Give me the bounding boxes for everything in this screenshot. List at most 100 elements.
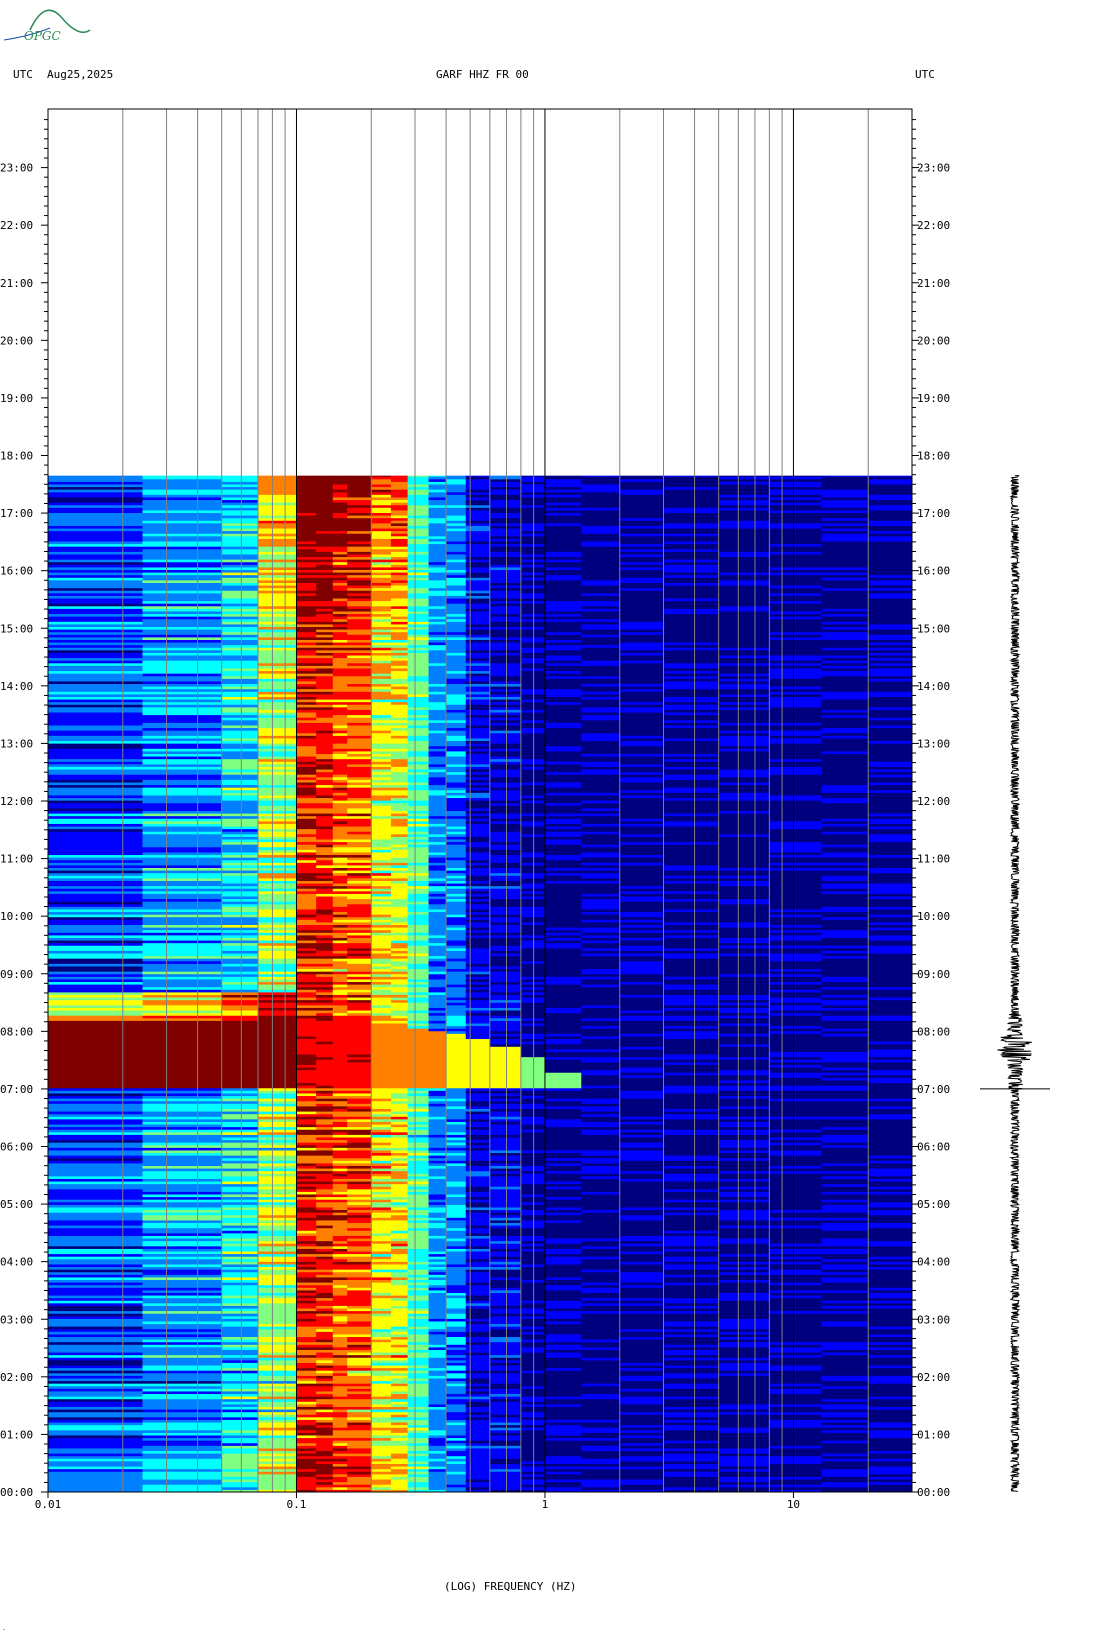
heatmap-cell <box>371 1362 392 1366</box>
heatmap-cell <box>619 1333 665 1338</box>
heatmap-cell <box>257 1396 297 1400</box>
heatmap-cell <box>428 1440 447 1444</box>
heatmap-cell <box>257 1074 297 1078</box>
heatmap-cell <box>221 1152 259 1156</box>
heatmap-cell <box>296 1028 317 1032</box>
heatmap-cell <box>446 1473 467 1477</box>
heatmap-cell <box>390 1160 409 1164</box>
heatmap-cell <box>821 968 869 972</box>
heatmap-cell <box>332 1333 348 1338</box>
heatmap-cell <box>428 1082 447 1086</box>
heatmap-cell <box>371 1302 392 1306</box>
heatmap-cell <box>221 1466 259 1470</box>
heatmap-cell <box>316 1302 334 1306</box>
heatmap-cell <box>347 1022 372 1027</box>
heatmap-cell <box>465 1033 491 1037</box>
heatmap-cell <box>821 1087 869 1091</box>
heatmap-cell <box>221 1362 259 1366</box>
heatmap-cell <box>316 1004 334 1008</box>
heatmap-cell <box>371 1157 392 1161</box>
heatmap-cell <box>257 1362 297 1366</box>
heatmap-cell <box>821 1362 869 1366</box>
heatmap-cell <box>221 1105 259 1109</box>
heatmap-cell <box>257 1416 297 1420</box>
heatmap-cell <box>544 1258 582 1262</box>
heatmap-cell <box>619 1004 665 1008</box>
heatmap-cell <box>371 1409 392 1413</box>
heatmap-cell <box>663 1251 720 1255</box>
heatmap-cell <box>619 1460 665 1464</box>
heatmap-cell <box>48 1064 143 1068</box>
heatmap-cell <box>465 1253 491 1257</box>
heatmap-cell <box>428 1326 447 1330</box>
heatmap-cell <box>390 1219 409 1224</box>
heatmap-cell <box>489 965 522 970</box>
heatmap-cell <box>407 1129 430 1133</box>
heatmap-cell <box>257 1191 297 1195</box>
heatmap-cell <box>663 1367 720 1371</box>
heatmap-cell <box>347 1320 372 1325</box>
heatmap-cell <box>769 1015 823 1019</box>
heatmap-cell <box>332 1401 348 1405</box>
heatmap-cell <box>821 1339 869 1343</box>
heatmap-cell <box>332 1331 348 1335</box>
heatmap-cell <box>619 997 665 1001</box>
heatmap-cell <box>718 1092 770 1097</box>
heatmap-cell <box>407 1377 430 1382</box>
heatmap-cell <box>257 1002 297 1006</box>
heatmap-cell <box>868 1142 913 1146</box>
heatmap-cell <box>428 1450 447 1454</box>
heatmap-cell <box>446 1043 467 1047</box>
heatmap-cell <box>347 1372 372 1376</box>
heatmap-cell <box>142 1051 223 1055</box>
heatmap-cell <box>868 1473 913 1477</box>
heatmap-cell <box>619 1030 665 1034</box>
heatmap-cell <box>347 1344 372 1348</box>
heatmap-cell <box>718 1450 770 1454</box>
heatmap-cell <box>221 1390 259 1395</box>
heatmap-cell <box>428 1385 447 1389</box>
heatmap-cell <box>296 1432 317 1436</box>
heatmap-cell <box>489 1165 522 1169</box>
heatmap-cell <box>407 1429 430 1433</box>
heatmap-cell <box>465 1466 491 1470</box>
heatmap-cell <box>407 1139 430 1143</box>
heatmap-cell <box>619 1238 665 1242</box>
heatmap-cell <box>868 1422 913 1426</box>
heatmap-cell <box>257 1199 297 1203</box>
heatmap-cell <box>371 1411 392 1415</box>
heatmap-cell <box>347 1152 372 1156</box>
heatmap-cell <box>446 1370 467 1374</box>
heatmap-cell <box>465 1251 491 1255</box>
heatmap-cell <box>446 1295 467 1299</box>
heatmap-cell <box>619 1152 665 1156</box>
heatmap-cell <box>332 1390 348 1395</box>
heatmap-cell <box>371 1116 392 1120</box>
heatmap-cell <box>769 1134 823 1138</box>
heatmap-cell <box>390 1028 409 1032</box>
heatmap-cell <box>221 1074 259 1078</box>
heatmap-cell <box>221 1406 259 1410</box>
heatmap-cell <box>446 1471 467 1475</box>
heatmap-cell <box>371 1320 392 1325</box>
heatmap-cell <box>257 1424 297 1428</box>
heatmap-cell <box>663 1004 720 1008</box>
heatmap-cell <box>371 1383 392 1387</box>
heatmap-cell <box>371 1204 392 1208</box>
heatmap-cell <box>663 1111 720 1115</box>
heatmap-cell <box>619 1406 665 1410</box>
heatmap-cell <box>821 1375 869 1379</box>
heatmap-cell <box>347 1269 372 1273</box>
heatmap-cell <box>544 1300 582 1304</box>
heatmap-cell <box>332 1103 348 1107</box>
heatmap-cell <box>821 1352 869 1356</box>
heatmap-cell <box>407 1305 430 1309</box>
heatmap-cell <box>465 1072 491 1076</box>
heatmap-cell <box>221 1427 259 1431</box>
heatmap-cell <box>407 1165 430 1169</box>
heatmap-cell <box>332 1326 348 1330</box>
heatmap-cell <box>465 1380 491 1384</box>
heatmap-cell <box>619 1168 665 1172</box>
heatmap-cell <box>407 1383 430 1387</box>
heatmap-cell <box>347 984 372 988</box>
